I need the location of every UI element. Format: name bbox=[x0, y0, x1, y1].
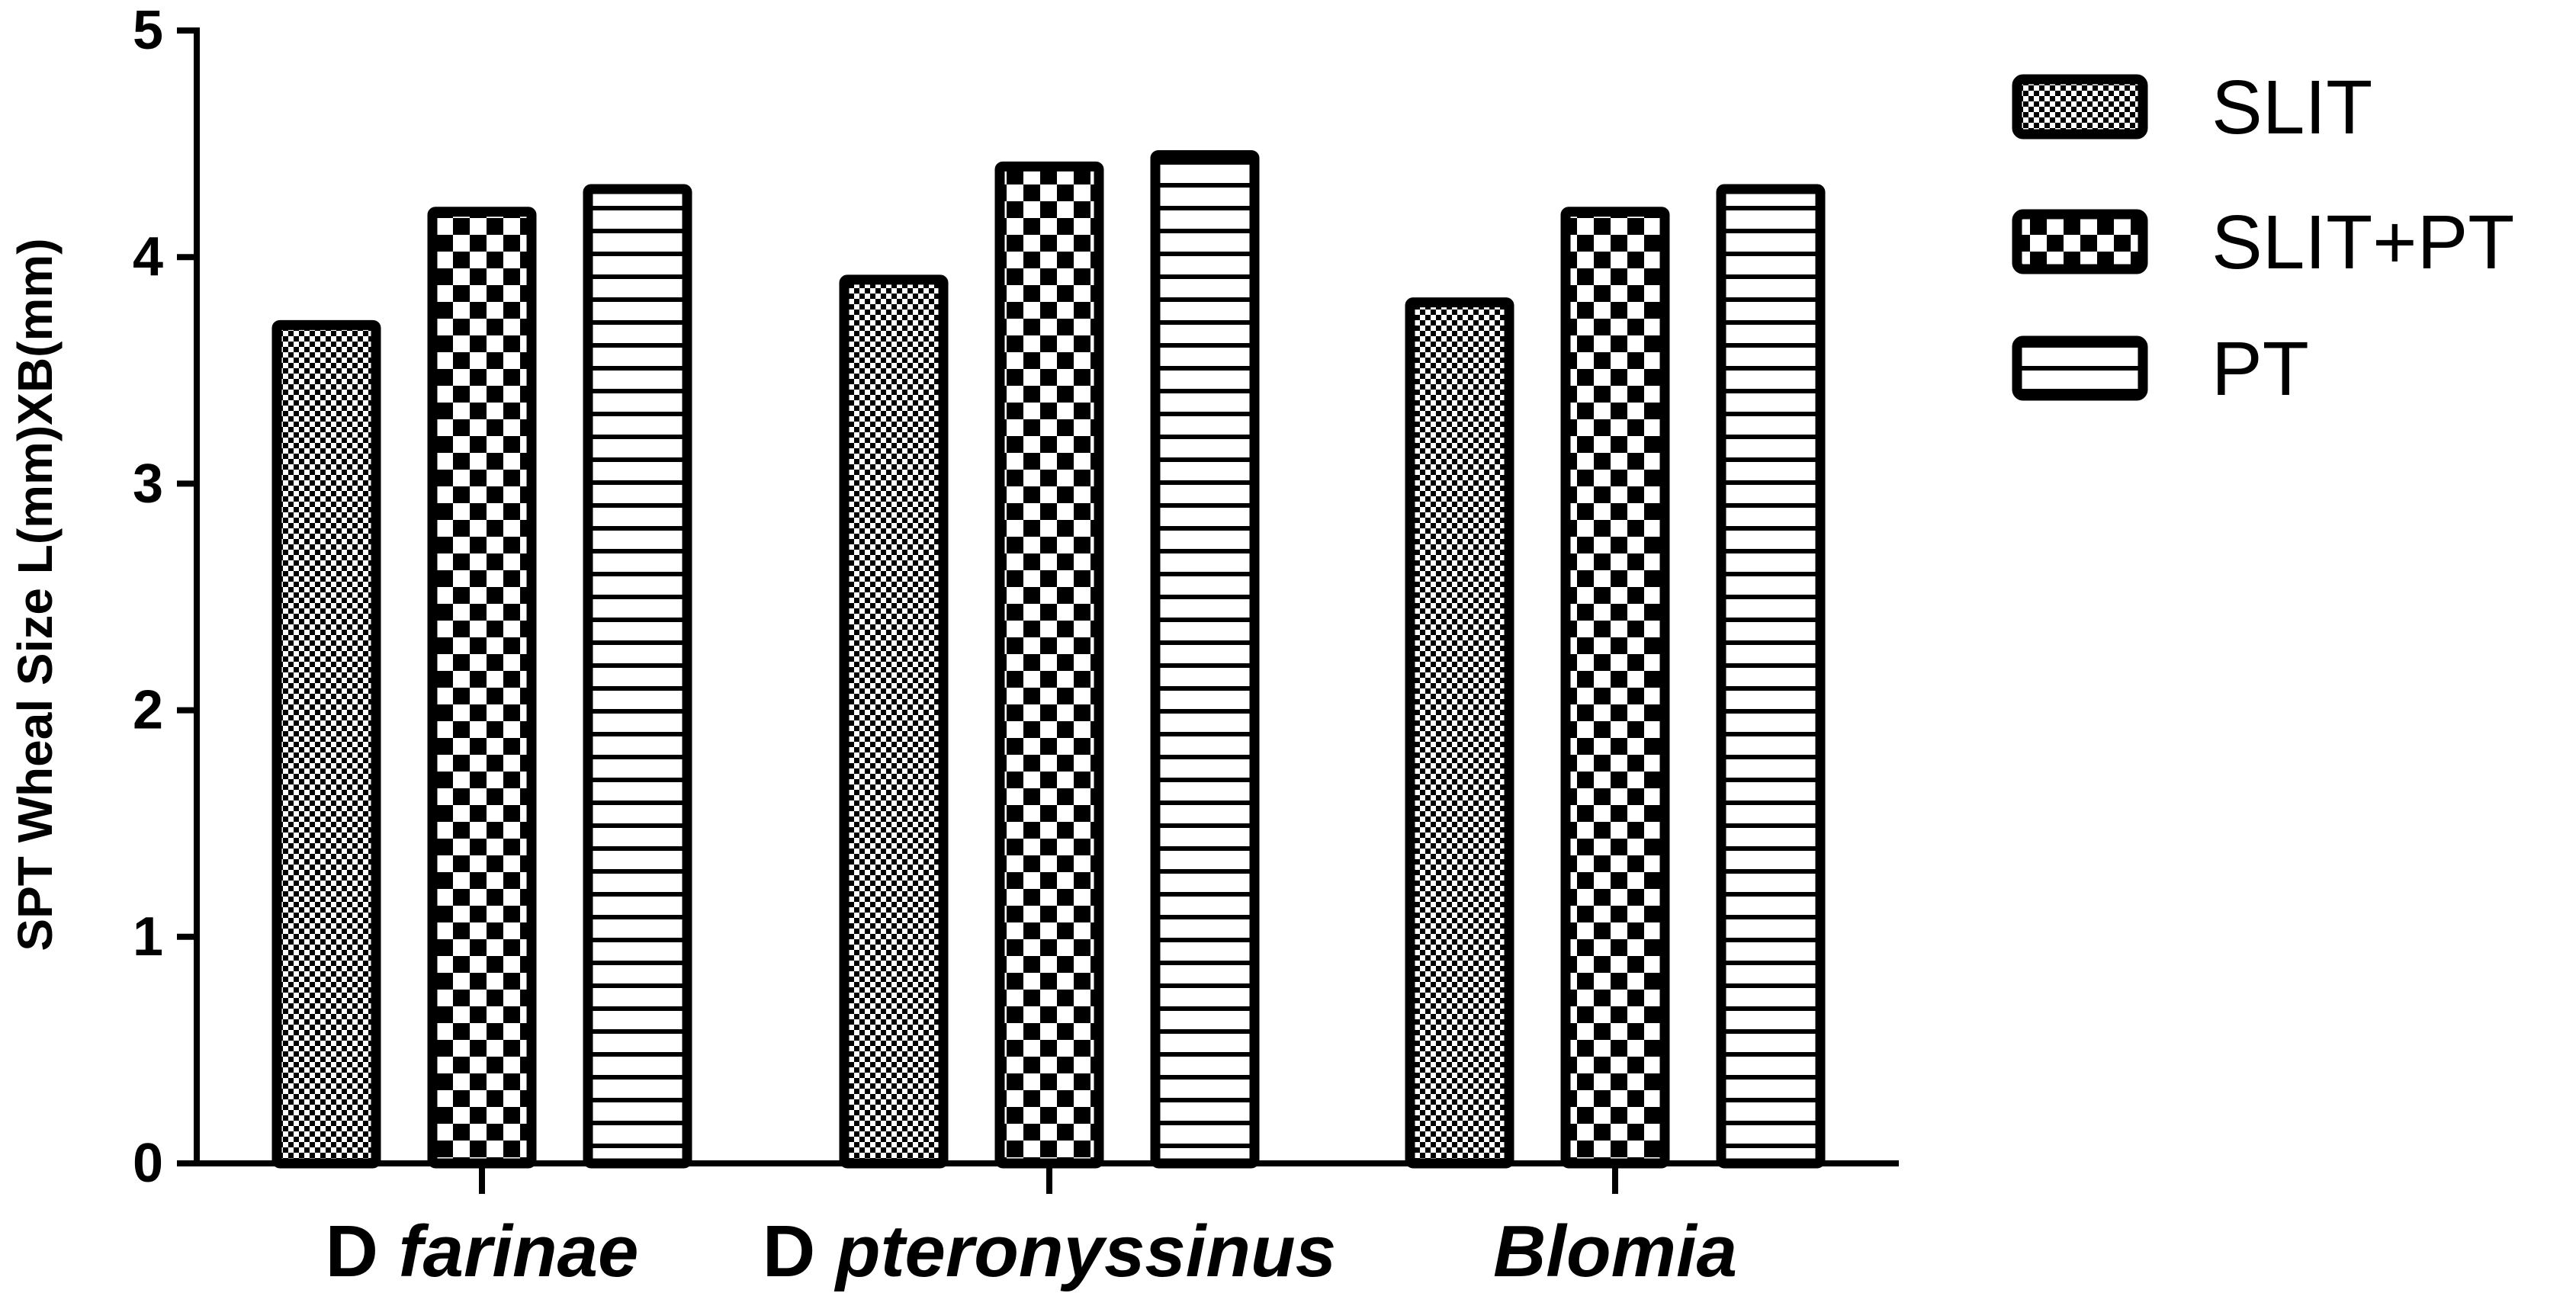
y-tick-label: 5 bbox=[133, 0, 163, 61]
bar-pt-1 bbox=[583, 184, 692, 1169]
legend-swatch-pt bbox=[2012, 335, 2148, 401]
x-category-label: D farinae bbox=[326, 1211, 639, 1292]
bar-slit-pt-3 bbox=[1560, 207, 1670, 1169]
legend-label-slit-pt: SLIT+PT bbox=[2211, 200, 2514, 285]
y-axis-label-group: SPT Wheal Size L(mm)XB(mm) bbox=[8, 238, 63, 951]
x-category-label-part: pteronyssinus bbox=[834, 1211, 1336, 1292]
x-category-label-part: D bbox=[763, 1211, 836, 1292]
y-tick-label: 4 bbox=[133, 226, 163, 287]
bar-pt-2 bbox=[1150, 149, 1260, 1169]
bar-slit-pt-1 bbox=[427, 207, 537, 1169]
y-tick-label: 3 bbox=[133, 453, 163, 514]
y-tick-label: 2 bbox=[133, 680, 163, 741]
legend: SLIT SLIT+PT PT bbox=[2012, 65, 2514, 412]
bar-pt-3 bbox=[1716, 184, 1826, 1169]
legend-label-slit: SLIT bbox=[2211, 65, 2372, 150]
x-category-label: Blomia bbox=[1493, 1211, 1737, 1292]
legend-swatch-slit-pt bbox=[2012, 209, 2148, 274]
legend-label-pt: PT bbox=[2211, 326, 2309, 412]
plot-area bbox=[271, 149, 1826, 1169]
legend-swatch-slit bbox=[2012, 74, 2148, 140]
x-category-label-part: D bbox=[326, 1211, 399, 1292]
bar-slit-1 bbox=[271, 319, 381, 1169]
y-tick-label: 0 bbox=[133, 1133, 163, 1194]
bar-slit-3 bbox=[1405, 297, 1514, 1169]
y-tick-label: 1 bbox=[133, 906, 163, 967]
x-category-label-part: Blomia bbox=[1493, 1211, 1737, 1292]
x-category-label-part: farinae bbox=[399, 1211, 639, 1292]
bar-slit-2 bbox=[839, 274, 949, 1169]
y-axis-label: SPT Wheal Size L(mm)XB(mm) bbox=[8, 238, 63, 951]
x-category-label: D pteronyssinus bbox=[763, 1211, 1336, 1292]
bar-slit-pt-2 bbox=[994, 161, 1104, 1169]
